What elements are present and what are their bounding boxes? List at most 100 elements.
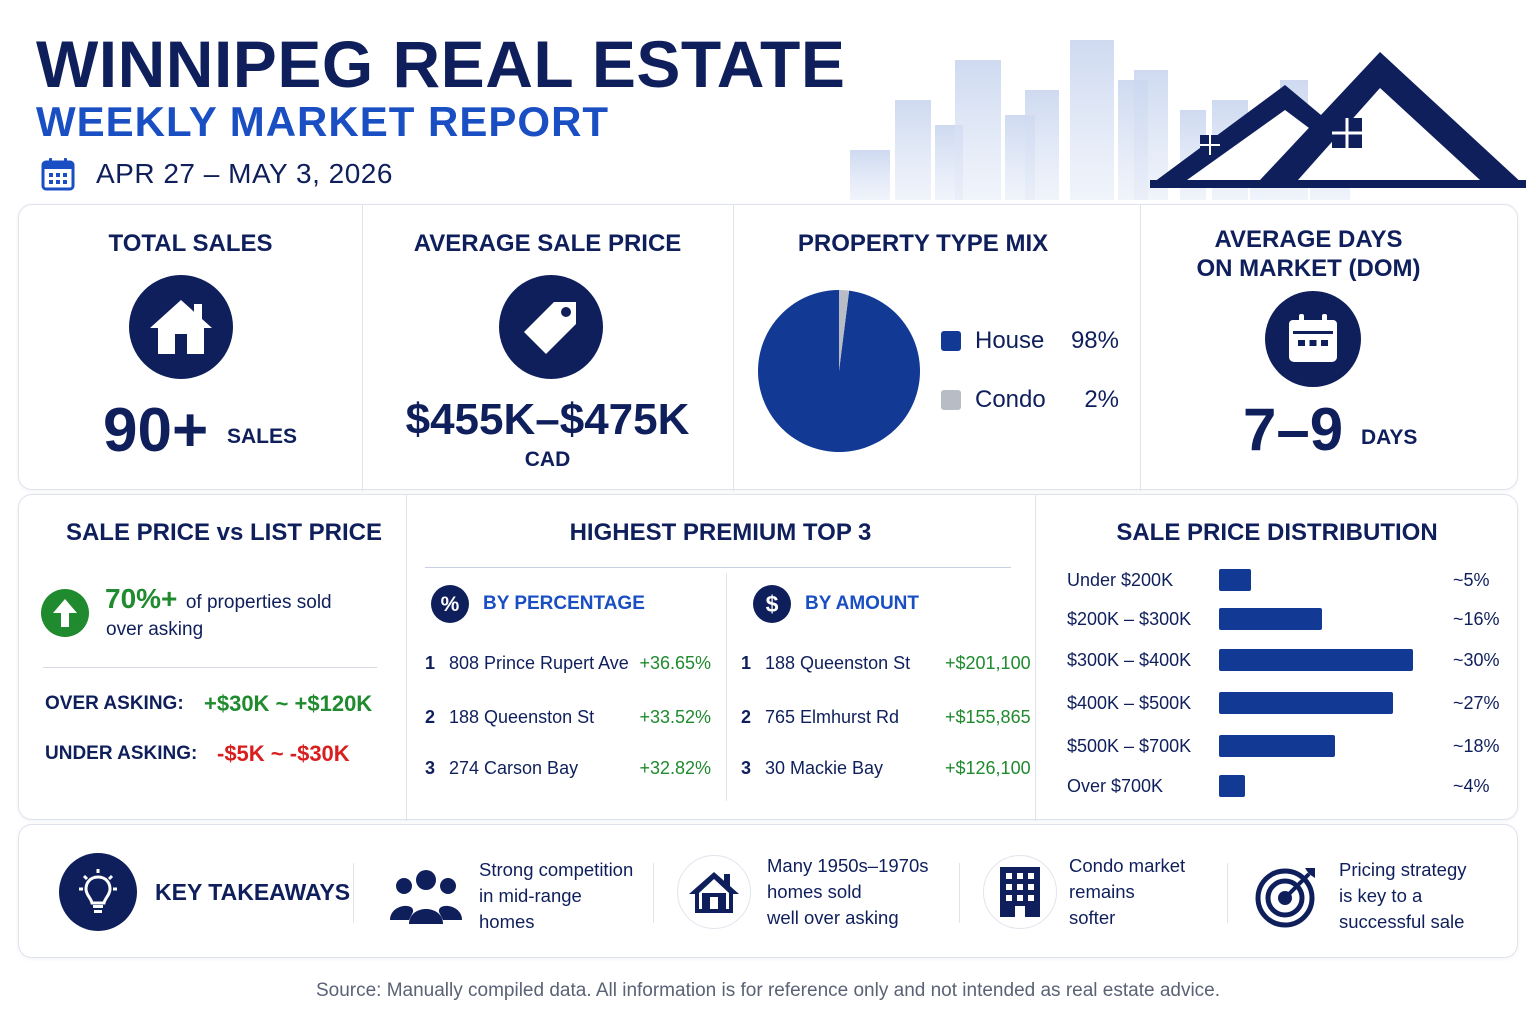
distribution-bar-track — [1219, 692, 1419, 714]
premium-pct-row-2: 2 188 Queenston St +33.52% — [425, 707, 711, 728]
takeaway-text: Many 1950s–1970s homes sold well over as… — [767, 853, 928, 931]
house-icon — [677, 855, 751, 929]
takeaways-title: KEY TAKEAWAYS — [155, 879, 351, 905]
over-asking-range: +$30K ~ +$120K — [204, 691, 373, 716]
distribution-value-label: ~16% — [1453, 608, 1500, 629]
divider — [362, 205, 363, 491]
premium-pct-row-3: 3 274 Carson Bay +32.82% — [425, 758, 711, 779]
dom-title-line2: ON MARKET (DOM) — [1196, 255, 1421, 282]
property-address: 188 Queenston St — [449, 707, 595, 727]
takeaway-1: Strong competition in mid-range homes — [389, 857, 633, 935]
calendar-icon — [1265, 291, 1361, 387]
divider — [653, 863, 654, 923]
report-header: WINNIPEG REAL ESTATE WEEKLY MARKET REPOR… — [0, 0, 1536, 200]
legend-swatch-house — [941, 331, 961, 351]
lightbulb-icon — [59, 853, 137, 931]
calendar-icon — [41, 158, 75, 191]
building-icon — [983, 855, 1057, 929]
report-subtitle: WEEKLY MARKET REPORT — [36, 98, 610, 145]
distribution-bar — [1219, 649, 1413, 671]
total-sales-unit: SALES — [227, 425, 298, 448]
distribution-row: $400K – $500K ~27% — [1067, 688, 1527, 718]
dom-unit: DAYS — [1361, 426, 1418, 449]
distribution-value-label: ~4% — [1453, 775, 1490, 796]
pie-slice-condo — [839, 290, 850, 371]
distribution-row: Over $700K ~4% — [1067, 771, 1527, 801]
takeaway-line: homes sold — [767, 881, 862, 902]
legend-swatch-condo — [941, 390, 961, 410]
divider — [733, 205, 734, 491]
avg-price-unit: CAD — [524, 448, 571, 471]
dom-title-line1: AVERAGE DAYS — [1214, 226, 1403, 253]
takeaway-2: Many 1950s–1970s homes sold well over as… — [677, 853, 928, 931]
avg-price-value: $455K–$475K — [405, 395, 690, 444]
takeaway-line: Strong competition — [479, 859, 634, 880]
distribution-bar-track — [1219, 649, 1419, 671]
property-mix-pie-chart — [758, 290, 920, 452]
by-percentage-label: BY PERCENTAGE — [483, 593, 645, 614]
divider — [425, 567, 1011, 568]
divider — [353, 863, 354, 923]
takeaway-3: Condo market remains softer — [983, 853, 1185, 931]
city-skyline-illustration — [850, 40, 1526, 200]
report-title: WINNIPEG REAL ESTATE — [36, 27, 846, 101]
rank-number: 3 — [741, 758, 752, 778]
rank-number: 2 — [425, 707, 436, 727]
property-address: 808 Prince Rupert Ave — [449, 653, 629, 673]
by-percentage-header: % BY PERCENTAGE — [431, 585, 645, 623]
total-sales-title: TOTAL SALES — [108, 230, 273, 257]
rank-number: 2 — [741, 707, 752, 727]
legend-value: 2% — [1084, 386, 1119, 413]
over-asking-pct: 70%+ — [105, 583, 178, 614]
svg-text:$: $ — [766, 591, 779, 617]
over-asking-text-2: over asking — [106, 619, 204, 640]
distribution-bar — [1219, 569, 1252, 591]
property-address: 765 Elmhurst Rd — [765, 707, 900, 727]
date-range: APR 27 – MAY 3, 2026 — [96, 158, 393, 189]
distribution-value-label: ~5% — [1453, 569, 1490, 590]
rank-number: 3 — [425, 758, 436, 778]
divider — [406, 495, 407, 821]
distribution-bar — [1219, 608, 1323, 630]
target-icon — [1255, 868, 1315, 928]
dom-title: AVERAGE DAYS ON MARKET (DOM) — [1140, 225, 1477, 283]
premium-pct-row-1: 1 808 Prince Rupert Ave +36.65% — [425, 653, 711, 674]
premium-value: +32.82% — [639, 758, 711, 778]
premium-value: +$155,865 — [945, 707, 1031, 727]
distribution-bar-track — [1219, 608, 1419, 630]
divider — [1140, 205, 1141, 491]
takeaways-card: KEY TAKEAWAYS Strong competition in mid-… — [18, 824, 1518, 958]
distribution-value-label: ~30% — [1453, 649, 1500, 670]
premium-amount-row-1: 1 188 Queenston St +$201,100 — [741, 653, 1031, 674]
distribution-value-label: ~18% — [1453, 735, 1500, 756]
legend-item-condo: Condo 2% — [941, 386, 1119, 414]
people-icon — [390, 870, 462, 924]
premium-title: HIGHEST PREMIUM TOP 3 — [569, 519, 872, 546]
dollar-icon: $ — [753, 585, 791, 623]
under-asking-label: UNDER ASKING: — [45, 743, 198, 764]
takeaway-line: Pricing strategy — [1339, 859, 1467, 880]
legend-item-house: House 98% — [941, 327, 1119, 355]
distribution-bar — [1219, 735, 1336, 757]
percent-icon: % — [431, 585, 469, 623]
takeaway-line: remains — [1069, 881, 1135, 902]
distribution-bar-track — [1219, 735, 1419, 757]
property-address: 274 Carson Bay — [449, 758, 579, 778]
takeaway-line: in mid-range — [479, 885, 582, 906]
distribution-bar — [1219, 692, 1394, 714]
distribution-row: $200K – $300K ~16% — [1067, 604, 1527, 634]
price-tag-icon — [499, 275, 603, 379]
takeaway-line: Many 1950s–1970s — [767, 855, 929, 876]
under-asking-range: -$5K ~ -$30K — [217, 741, 350, 766]
rank-number: 1 — [741, 653, 752, 673]
distribution-value-label: ~27% — [1453, 692, 1500, 713]
by-amount-header: $ BY AMOUNT — [753, 585, 919, 623]
distribution-category-label: $200K – $300K — [1067, 608, 1192, 629]
over-asking-summary: 70%+ of properties sold — [105, 583, 332, 615]
source-note: Source: Manually compiled data. All info… — [315, 980, 1221, 1001]
takeaway-text: Pricing strategy is key to a successful … — [1339, 857, 1467, 935]
takeaway-line: well over asking — [767, 907, 899, 928]
distribution-row: Under $200K ~5% — [1067, 565, 1527, 595]
by-amount-label: BY AMOUNT — [805, 593, 919, 614]
distribution-category-label: Under $200K — [1067, 569, 1174, 590]
